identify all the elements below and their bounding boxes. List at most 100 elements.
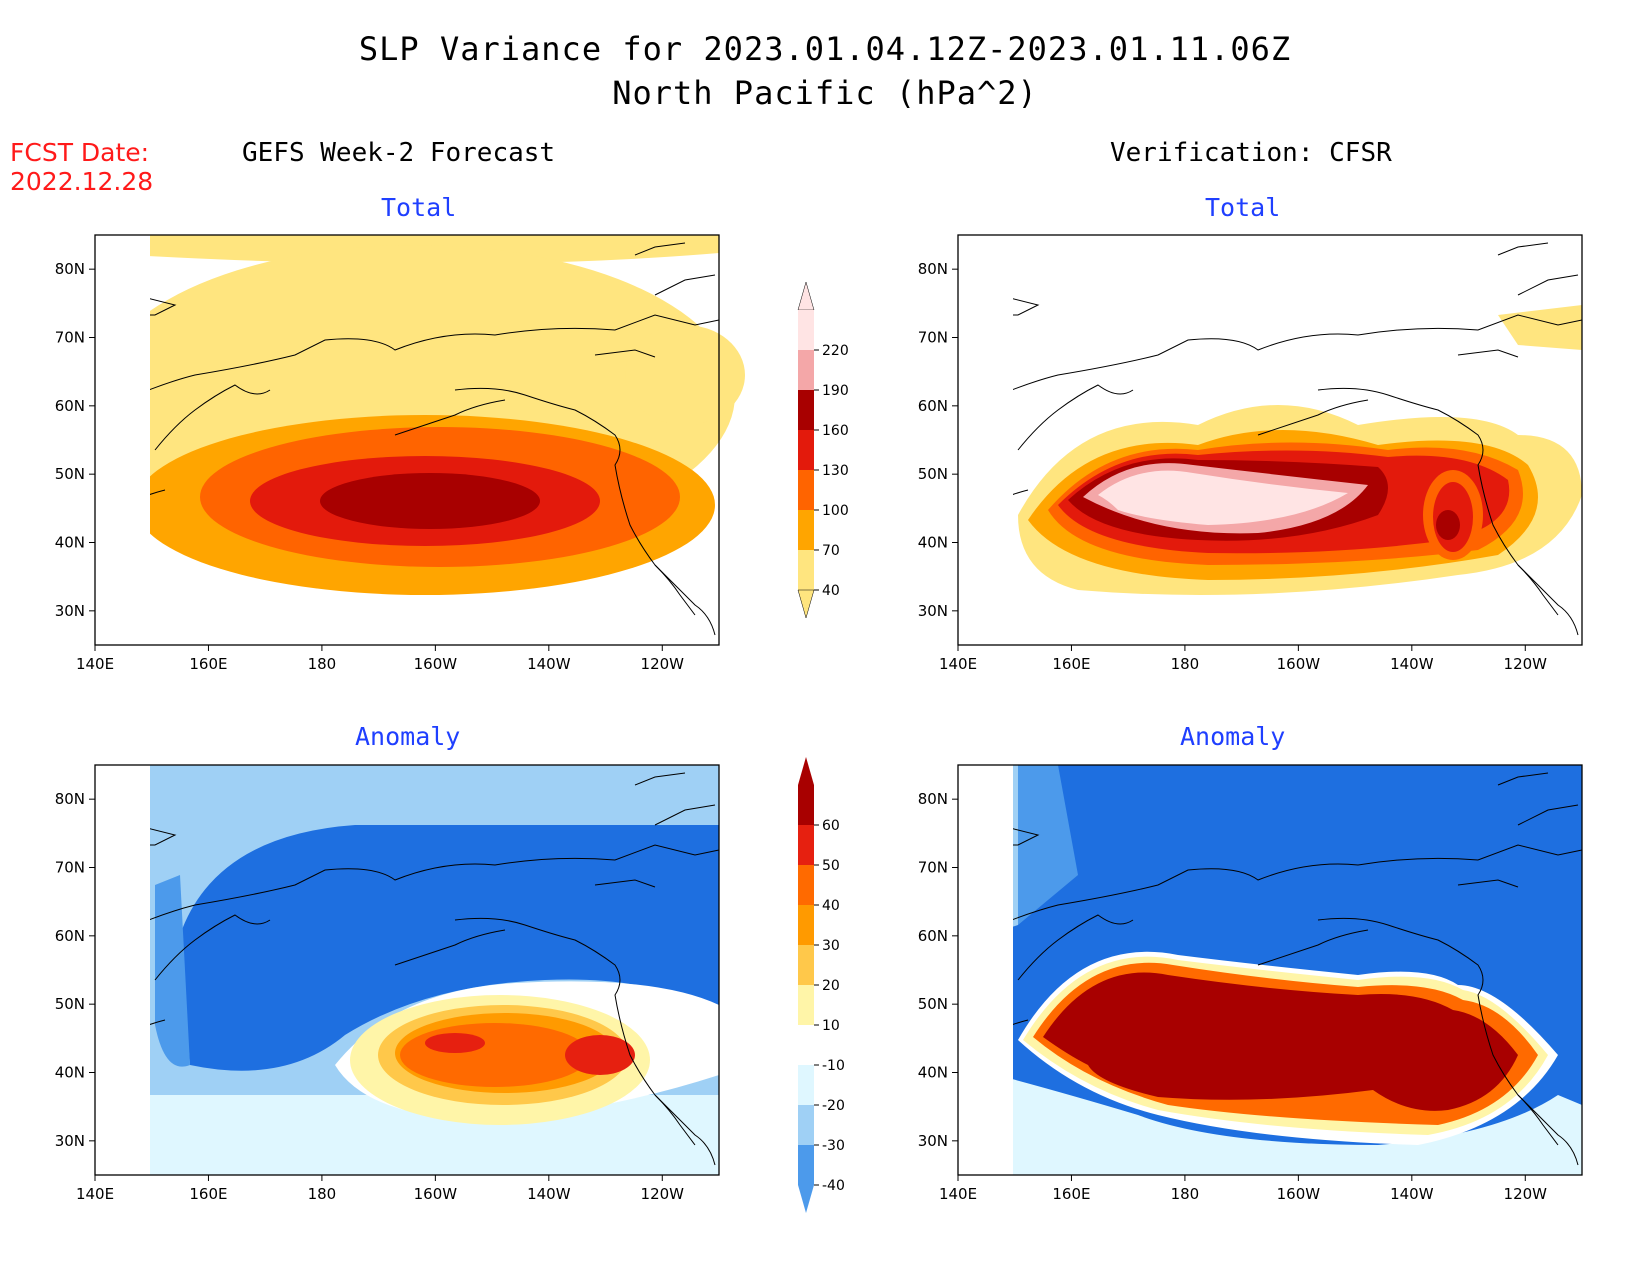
colorbar-top-arrow xyxy=(797,281,815,311)
colorbar-label: 60 xyxy=(822,818,840,834)
x-tick-label: 140E xyxy=(939,655,977,673)
plot-frame xyxy=(957,764,1583,1176)
x-tick-label: 160W xyxy=(1277,1185,1321,1203)
colorbar-segment xyxy=(798,350,814,390)
main-title: SLP Variance for 2023.01.04.12Z-2023.01.… xyxy=(358,30,1292,68)
coastline-segment xyxy=(1457,879,1519,888)
colorbar-segment xyxy=(798,510,814,550)
y-tick-label: 60N xyxy=(918,397,948,415)
colorbar-segment xyxy=(798,1145,814,1185)
verification-anomaly-map: 140E 160E 180 160W 140W 120W 30N 40N 50N 60N 70N 80… xyxy=(918,764,1583,1203)
coastline-segment xyxy=(1013,298,1040,316)
total-colorbar: 220 190 160 130 100 70 40 xyxy=(797,281,849,619)
forecast-total-map: 140E 160E 180 160W 140W 120W 30N 40N 50N 60N 70N 80… xyxy=(55,234,745,673)
coastline-segment xyxy=(1013,828,1040,846)
x-tick-label: 120W xyxy=(1504,1185,1548,1203)
colorbar-label: -40 xyxy=(822,1178,845,1194)
colorbar-label: 30 xyxy=(822,938,840,954)
coastline-segment xyxy=(1317,917,1579,1166)
colorbar-label: 190 xyxy=(822,383,849,399)
field-fill xyxy=(150,765,720,1175)
y-tick-label: 60N xyxy=(55,397,85,415)
y-tick-label: 40N xyxy=(918,1064,948,1082)
colorbar-top-arrow xyxy=(798,757,814,785)
contour-band xyxy=(1436,510,1460,540)
right-column-title: Verification: CFSR xyxy=(1110,138,1392,168)
coastline-segment xyxy=(958,965,970,1050)
y-tick-label: 60N xyxy=(55,927,85,945)
colorbar-label: 70 xyxy=(822,543,840,559)
colorbar-segment xyxy=(798,985,814,1025)
coastline-segment xyxy=(654,274,716,296)
colorbar-label: -20 xyxy=(822,1098,845,1114)
coastline-segment xyxy=(1017,384,1134,451)
coastline-segment xyxy=(150,489,166,495)
verification-total-map: 140E 160E 180 160W 140W 120W 30N 40N 50N 60N 70N 80… xyxy=(918,234,1583,673)
y-tick-label: 30N xyxy=(55,1132,85,1150)
coastline-segment xyxy=(1517,804,1579,826)
x-tick-label: 160W xyxy=(1277,655,1321,673)
coastline-segment xyxy=(150,1019,166,1025)
colorbar-label: 40 xyxy=(822,898,840,914)
colorbar-label: 40 xyxy=(822,583,840,599)
coastline-segment xyxy=(1517,564,1559,616)
main-subtitle: North Pacific (hPa^2) xyxy=(612,74,1038,112)
coastline-segment xyxy=(394,929,506,966)
coastline-segment xyxy=(958,435,970,520)
contour-band xyxy=(1018,765,1078,925)
contour-band xyxy=(180,825,719,1071)
fcst-date-label: FCST Date: xyxy=(10,138,150,167)
colorbar-segment xyxy=(798,1105,814,1145)
colorbar-segment xyxy=(798,430,814,470)
plot-frame xyxy=(94,234,720,646)
contour-band xyxy=(1098,470,1348,525)
x-tick-label: 140W xyxy=(527,655,571,673)
x-tick-label: 180 xyxy=(308,1185,337,1203)
contour-band xyxy=(155,875,190,1067)
contour-band xyxy=(1498,305,1582,350)
contour-band xyxy=(958,765,983,825)
panel-title-verification-total: Total xyxy=(1205,193,1281,222)
x-tick-label: 160W xyxy=(414,655,458,673)
field-fill xyxy=(150,235,745,645)
y-tick-label: 80N xyxy=(55,790,85,808)
coastline-segment xyxy=(154,384,271,451)
coastline-segment xyxy=(1517,1094,1559,1146)
coastline-segment xyxy=(594,879,656,888)
coastline-segment xyxy=(594,349,656,358)
colorbar-bottom-arrow xyxy=(798,1185,814,1213)
x-tick-label: 120W xyxy=(1504,655,1548,673)
y-tick-label: 80N xyxy=(918,260,948,278)
forecast-anomaly-map: 140E 160E 180 160W 140W 120W 30N 40N 50N 60N 70N 80… xyxy=(55,764,720,1203)
contour-band xyxy=(625,325,745,425)
panel-title-forecast-total: Total xyxy=(381,193,457,222)
x-tick-label: 160E xyxy=(189,655,227,673)
coastline-segment xyxy=(150,314,720,391)
y-tick-label: 70N xyxy=(55,859,85,877)
anomaly-colorbar: 60 50 40 30 20 10 -10 -20 -30 -40 xyxy=(798,757,845,1213)
coastline-segment xyxy=(1013,844,1583,921)
y-tick-label: 30N xyxy=(55,602,85,620)
contour-band xyxy=(425,1033,485,1053)
coastline-segment xyxy=(1497,772,1549,786)
x-tick-label: 120W xyxy=(641,655,685,673)
colorbar-segment xyxy=(798,905,814,945)
y-tick-label: 70N xyxy=(55,329,85,347)
colorbar-segment xyxy=(798,945,814,985)
colorbar-segment xyxy=(798,785,814,825)
field-fill xyxy=(958,235,1583,645)
y-tick-label: 70N xyxy=(918,329,948,347)
x-tick-label: 140E xyxy=(939,1185,977,1203)
y-tick-label: 60N xyxy=(918,927,948,945)
x-tick-label: 180 xyxy=(1171,655,1200,673)
colorbar-label: 50 xyxy=(822,858,840,874)
contour-band xyxy=(400,1023,590,1087)
y-tick-label: 50N xyxy=(918,465,948,483)
colorbar-label: 130 xyxy=(822,463,849,479)
y-tick-label: 40N xyxy=(918,534,948,552)
contour-band xyxy=(320,473,540,529)
x-tick-label: 160W xyxy=(414,1185,458,1203)
x-tick-label: 180 xyxy=(1171,1185,1200,1203)
y-tick-label: 50N xyxy=(55,995,85,1013)
y-tick-label: 40N xyxy=(55,534,85,552)
